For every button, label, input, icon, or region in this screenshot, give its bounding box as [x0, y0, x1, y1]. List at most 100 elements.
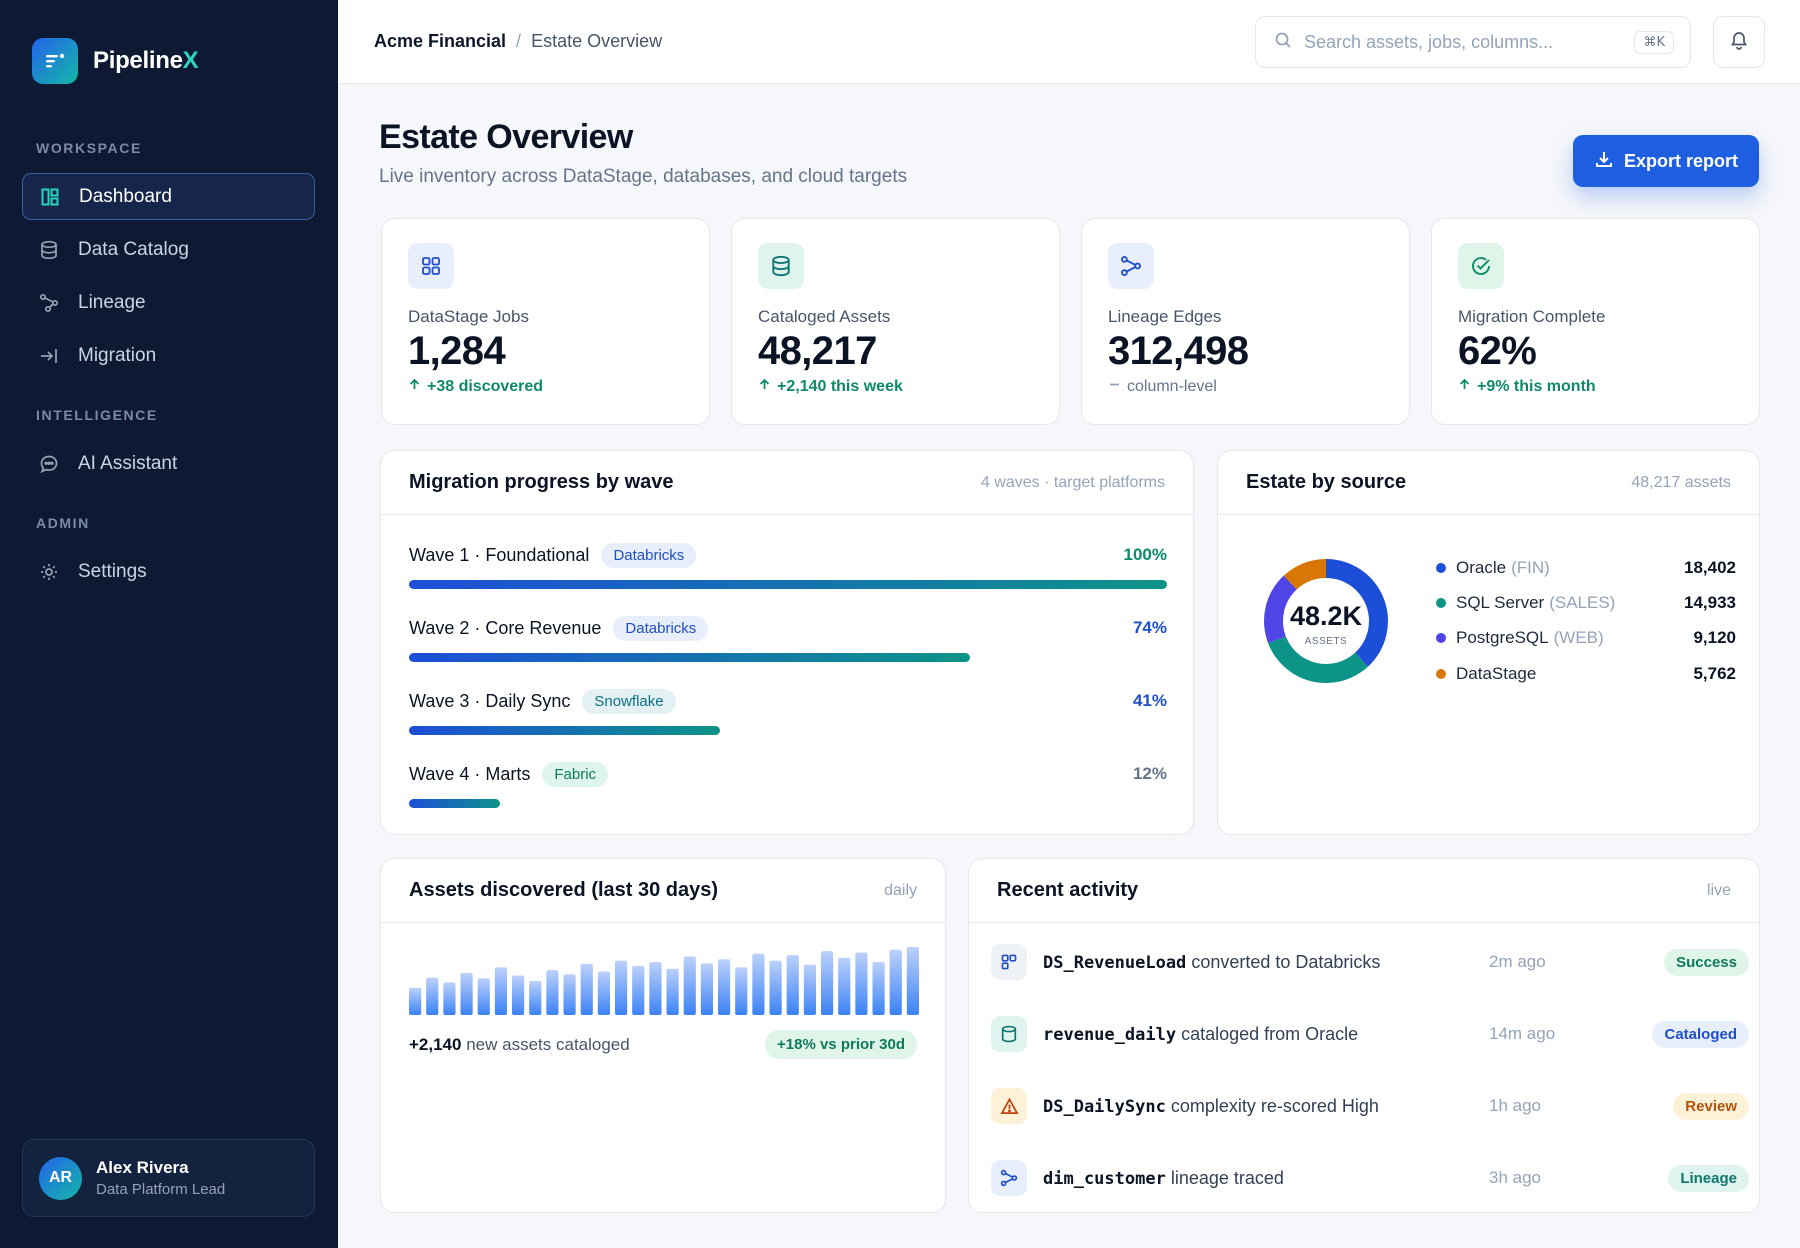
donut-slice-sql-server[interactable]	[1268, 636, 1368, 683]
panel-header: Recent activity live	[969, 859, 1759, 923]
bar-day-19[interactable]	[718, 959, 731, 1015]
bar-day-12[interactable]	[597, 971, 610, 1015]
activity-row[interactable]: DS_DailySync complexity re-scored High 1…	[991, 1084, 1749, 1128]
legend-item-datastage[interactable]: DataStage 5,762	[1436, 664, 1736, 684]
bar-day-2[interactable]	[426, 977, 439, 1015]
wave-name: Wave 4 · Marts	[409, 763, 531, 784]
donut-slice-oracle[interactable]	[1326, 559, 1388, 667]
platform-tag: Databricks	[613, 615, 709, 641]
brand-logo-icon	[32, 38, 78, 84]
assets-discovered-panel: Assets discovered (last 30 days) daily +…	[380, 858, 946, 1213]
bar-day-4[interactable]	[460, 972, 473, 1015]
bar-day-13[interactable]	[615, 960, 628, 1015]
stat-card-lineage-edges[interactable]: Lineage Edges 312,498 column-level	[1081, 218, 1410, 425]
bar-day-24[interactable]	[803, 964, 816, 1015]
change-badge: +18% vs prior 30d	[765, 1030, 917, 1059]
donut-slice-datastage[interactable]	[1283, 559, 1326, 590]
legend-item-oracle[interactable]: Oracle (FIN) 18,402	[1436, 558, 1736, 578]
sidebar-item-settings[interactable]: Settings	[22, 548, 315, 595]
wave-row[interactable]: Wave 3 · Daily Sync Snowflake 41%	[409, 686, 1167, 735]
activity-row[interactable]: DS_RevenueLoad converted to Databricks 2…	[991, 940, 1749, 984]
status-badge: Cataloged	[1652, 1020, 1749, 1048]
bar-day-8[interactable]	[529, 981, 542, 1015]
wave-row[interactable]: Wave 1 · Foundational Databricks 100%	[409, 540, 1167, 589]
bar-day-21[interactable]	[752, 953, 765, 1015]
lineage-icon	[991, 1160, 1027, 1196]
bar-day-25[interactable]	[821, 951, 834, 1015]
donut-slice-postgresql[interactable]	[1264, 575, 1297, 644]
donut-center-label: ASSETS	[1305, 636, 1347, 647]
bar-day-5[interactable]	[477, 978, 490, 1015]
wave-row[interactable]: Wave 2 · Core Revenue Databricks 74%	[409, 613, 1167, 662]
notifications-button[interactable]	[1713, 16, 1765, 68]
wave-percent: 100%	[1123, 545, 1167, 564]
sidebar-item-migration[interactable]: Migration	[22, 332, 315, 379]
wave-row[interactable]: Wave 4 · Marts Fabric 12%	[409, 759, 1167, 808]
panel-meta: live	[1706, 881, 1731, 899]
stat-card-cataloged-assets[interactable]: Cataloged Assets 48,217 +2,140 this week	[731, 218, 1060, 425]
wave-percent: 12%	[1132, 764, 1167, 783]
activity-text: dim_customer lineage traced	[1043, 1168, 1489, 1189]
stat-label: Cataloged Assets	[758, 307, 891, 326]
bar-day-1[interactable]	[409, 987, 422, 1015]
sidebar-item-dashboard[interactable]: Dashboard	[22, 173, 315, 220]
bar-day-26[interactable]	[838, 957, 851, 1015]
bar-day-14[interactable]	[632, 966, 645, 1015]
export-report-button[interactable]: Export report	[1573, 135, 1759, 187]
bar-day-27[interactable]	[855, 952, 868, 1015]
stat-card-datastage-jobs[interactable]: DataStage Jobs 1,284 +38 discovered	[381, 218, 710, 425]
sidebar-item-label: Data Catalog	[78, 238, 189, 260]
sidebar-item-ai-assistant[interactable]: AI Assistant	[22, 440, 315, 487]
search-input[interactable]: Search assets, jobs, columns... ⌘K	[1255, 16, 1691, 68]
panel-header: Migration progress by wave 4 waves · tar…	[381, 451, 1193, 515]
database-icon	[38, 239, 60, 261]
bar-day-6[interactable]	[494, 967, 507, 1015]
stat-card-migration-complete[interactable]: Migration Complete 62% +9% this month	[1431, 218, 1760, 425]
sidebar-item-lineage[interactable]: Lineage	[22, 279, 315, 326]
wave-percent: 41%	[1132, 691, 1167, 710]
bar-day-23[interactable]	[786, 955, 799, 1015]
bar-day-9[interactable]	[546, 970, 559, 1015]
bar-day-15[interactable]	[649, 961, 662, 1015]
bar-day-10[interactable]	[563, 974, 576, 1015]
legend-env: (WEB)	[1553, 628, 1604, 647]
activity-row[interactable]: dim_customer lineage traced 3h ago Linea…	[991, 1156, 1749, 1200]
bar-day-20[interactable]	[735, 967, 748, 1015]
activity-description: lineage traced	[1170, 1167, 1284, 1188]
legend-name: DataStage	[1456, 664, 1537, 683]
legend-item-sql-server[interactable]: SQL Server (SALES) 14,933	[1436, 593, 1736, 613]
legend-item-postgresql[interactable]: PostgreSQL (WEB) 9,120	[1436, 628, 1736, 648]
activity-code: dim_customer	[1043, 1168, 1166, 1189]
progress-fill	[409, 726, 720, 735]
dashboard-icon	[39, 186, 61, 208]
panel-header: Estate by source 48,217 assets	[1218, 451, 1759, 515]
user-card[interactable]: AR Alex Rivera Data Platform Lead	[22, 1139, 315, 1217]
brand[interactable]: PipelineX	[32, 38, 199, 84]
bar-day-29[interactable]	[889, 949, 902, 1015]
panel-meta: 48,217 assets	[1631, 473, 1731, 491]
bar-day-18[interactable]	[700, 963, 713, 1015]
sidebar-item-data-catalog[interactable]: Data Catalog	[22, 226, 315, 273]
stat-label: DataStage Jobs	[408, 307, 529, 326]
bar-day-7[interactable]	[512, 975, 525, 1015]
breadcrumb-root[interactable]: Acme Financial	[374, 31, 507, 51]
bell-icon	[1729, 30, 1749, 55]
nav-section-admin: ADMIN	[36, 515, 90, 531]
wave-name: Wave 1 · Foundational	[409, 544, 590, 565]
bar-day-3[interactable]	[443, 982, 456, 1015]
source-donut-chart: 48.2K ASSETS	[1264, 559, 1388, 683]
panel-title: Migration progress by wave	[409, 471, 674, 493]
panel-title: Recent activity	[997, 879, 1139, 901]
bar-day-16[interactable]	[666, 968, 679, 1015]
bar-day-11[interactable]	[580, 964, 593, 1015]
bar-day-30[interactable]	[906, 947, 919, 1015]
gear-icon	[38, 561, 60, 583]
assets-discovered-bar-chart	[409, 947, 919, 1015]
bar-day-28[interactable]	[872, 961, 885, 1015]
search-icon	[1274, 31, 1292, 54]
bar-day-17[interactable]	[683, 956, 696, 1015]
bar-day-22[interactable]	[769, 960, 782, 1015]
progress-track	[409, 799, 1167, 808]
legend-env: (SALES)	[1549, 593, 1616, 612]
activity-row[interactable]: revenue_daily cataloged from Oracle 14m …	[991, 1012, 1749, 1056]
